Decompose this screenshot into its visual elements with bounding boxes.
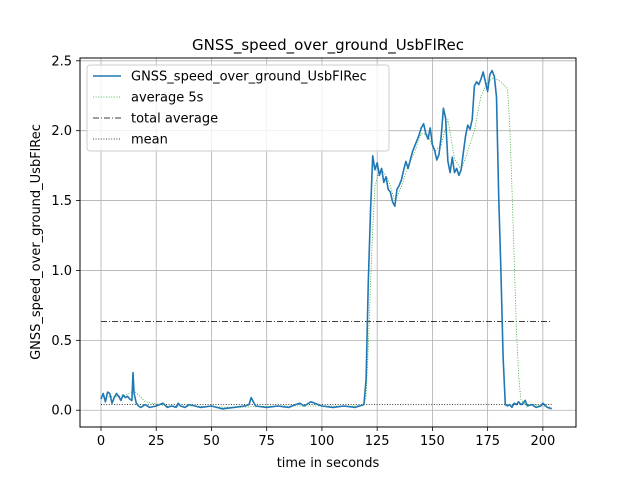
chart-title: GNSS_speed_over_ground_UsbFlRec bbox=[192, 36, 464, 55]
legend-label-3: mean bbox=[131, 133, 168, 148]
x-axis-label: time in seconds bbox=[277, 456, 380, 471]
x-tick-label: 175 bbox=[475, 434, 500, 449]
x-tick-label: 150 bbox=[420, 434, 445, 449]
legend-box bbox=[86, 64, 390, 152]
x-tick-label: 100 bbox=[310, 434, 335, 449]
y-tick-label: 1.5 bbox=[51, 194, 72, 209]
y-tick-label: 0.0 bbox=[51, 404, 72, 419]
x-tick-label: 25 bbox=[148, 434, 165, 449]
legend-label-2: total average bbox=[131, 112, 218, 127]
y-axis-label: GNSS_speed_over_ground_UsbFlRec bbox=[29, 124, 44, 360]
x-tick-label: 0 bbox=[97, 434, 105, 449]
y-tick-label: 2.0 bbox=[51, 124, 72, 139]
x-tick-label: 50 bbox=[203, 434, 220, 449]
series-line-0 bbox=[100, 69, 552, 410]
y-tick-label: 2.5 bbox=[51, 54, 72, 69]
legend-label-1: average 5s bbox=[131, 91, 204, 106]
legend-label-0: GNSS_speed_over_ground_UsbFlRec bbox=[131, 70, 367, 85]
y-tick-label: 0.5 bbox=[51, 334, 72, 349]
plot-frame bbox=[79, 57, 577, 428]
x-tick-label: 125 bbox=[365, 434, 390, 449]
tick-layer: 0 25 50 75 100 125 150 175 200 0.0 0.5 1.0 1.5 2.0 2.5 bbox=[51, 54, 555, 449]
series-line-1 bbox=[100, 77, 552, 408]
y-tick-label: 1.0 bbox=[51, 264, 72, 279]
series-layer bbox=[100, 69, 552, 410]
x-tick-label: 75 bbox=[258, 434, 275, 449]
x-tick-label: 200 bbox=[530, 434, 555, 449]
